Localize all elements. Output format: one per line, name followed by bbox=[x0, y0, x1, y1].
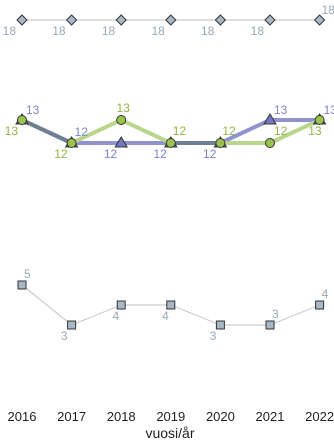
data-label: 12 bbox=[54, 147, 68, 161]
data-label: 18 bbox=[201, 24, 215, 38]
x-tick-label: 2020 bbox=[206, 409, 235, 424]
data-label: 4 bbox=[322, 287, 329, 301]
data-label: 13 bbox=[274, 103, 288, 117]
x-axis: 2016 2017 2018 2019 2020 2021 2022 bbox=[8, 409, 334, 424]
x-tick-label: 2021 bbox=[256, 409, 285, 424]
data-label: 3 bbox=[61, 329, 68, 343]
series-line-segment bbox=[69, 118, 124, 145]
data-point-diamond bbox=[264, 14, 276, 26]
data-point-square bbox=[265, 320, 275, 330]
data-point-diamond bbox=[115, 14, 127, 26]
data-label: 4 bbox=[113, 309, 120, 323]
x-tick-label: 2019 bbox=[156, 409, 185, 424]
data-label: 18 bbox=[102, 24, 116, 38]
data-label: 12 bbox=[75, 125, 89, 139]
data-label: 13 bbox=[117, 101, 131, 115]
data-point-circle bbox=[265, 138, 275, 148]
data-point-square bbox=[17, 280, 27, 290]
data-label: 12 bbox=[274, 124, 288, 138]
data-label: 12 bbox=[173, 124, 187, 138]
data-label: 13 bbox=[26, 103, 40, 117]
data-point-square bbox=[116, 300, 126, 310]
data-point-square bbox=[67, 320, 77, 330]
data-point-circle bbox=[314, 115, 325, 125]
series-square bbox=[21, 284, 321, 326]
data-point-square bbox=[215, 320, 225, 330]
markers-square bbox=[17, 280, 325, 330]
data-point-circle bbox=[116, 115, 127, 125]
data-label: 13 bbox=[5, 124, 19, 138]
data-label: 18 bbox=[151, 24, 165, 38]
data-point-circle bbox=[66, 138, 77, 148]
data-label: 4 bbox=[162, 309, 169, 323]
data-label: 12 bbox=[203, 147, 217, 161]
x-tick-label: 2016 bbox=[8, 409, 37, 424]
data-label: 13 bbox=[308, 124, 322, 138]
data-point-diamond bbox=[16, 14, 28, 26]
data-label: 18 bbox=[3, 24, 17, 38]
data-point-square bbox=[315, 300, 325, 310]
data-label: 3 bbox=[272, 307, 279, 321]
data-label: 12 bbox=[104, 147, 118, 161]
data-point-triangle bbox=[114, 136, 129, 148]
series-line-segment bbox=[268, 118, 322, 145]
data-label: 5 bbox=[24, 267, 31, 281]
data-point-circle bbox=[17, 115, 27, 125]
data-label: 3 bbox=[210, 329, 217, 343]
data-point-circle bbox=[165, 138, 176, 148]
x-axis-title: vuosi/år bbox=[145, 425, 194, 441]
markers-circle bbox=[17, 115, 325, 148]
data-label: 18 bbox=[52, 24, 66, 38]
data-label: 12 bbox=[153, 147, 167, 161]
data-point-diamond bbox=[214, 14, 227, 26]
data-point-diamond bbox=[165, 14, 177, 26]
series-circle bbox=[20, 118, 322, 145]
series-line-segment bbox=[21, 284, 73, 326]
series-line-segment bbox=[269, 304, 321, 326]
data-label: 18 bbox=[251, 24, 265, 38]
series-line-segment bbox=[170, 304, 221, 326]
x-tick-label: 2017 bbox=[57, 409, 86, 424]
series-line-segment bbox=[70, 304, 122, 326]
series-line-segment bbox=[20, 118, 74, 145]
data-point-diamond bbox=[65, 14, 78, 26]
series-line-segment bbox=[119, 118, 173, 145]
x-tick-label: 2022 bbox=[305, 409, 334, 424]
data-point-triangle bbox=[263, 113, 277, 125]
data-point-diamond bbox=[313, 14, 326, 26]
x-tick-label: 2018 bbox=[107, 409, 136, 424]
data-label: 12 bbox=[222, 124, 236, 138]
series-layer bbox=[15, 14, 327, 330]
data-point-square bbox=[166, 300, 176, 310]
series-line-segment bbox=[218, 118, 272, 145]
markers-diamond bbox=[16, 14, 326, 26]
data-point-circle bbox=[215, 138, 226, 148]
data-label: 13 bbox=[324, 103, 334, 117]
data-label: 18 bbox=[322, 3, 334, 17]
